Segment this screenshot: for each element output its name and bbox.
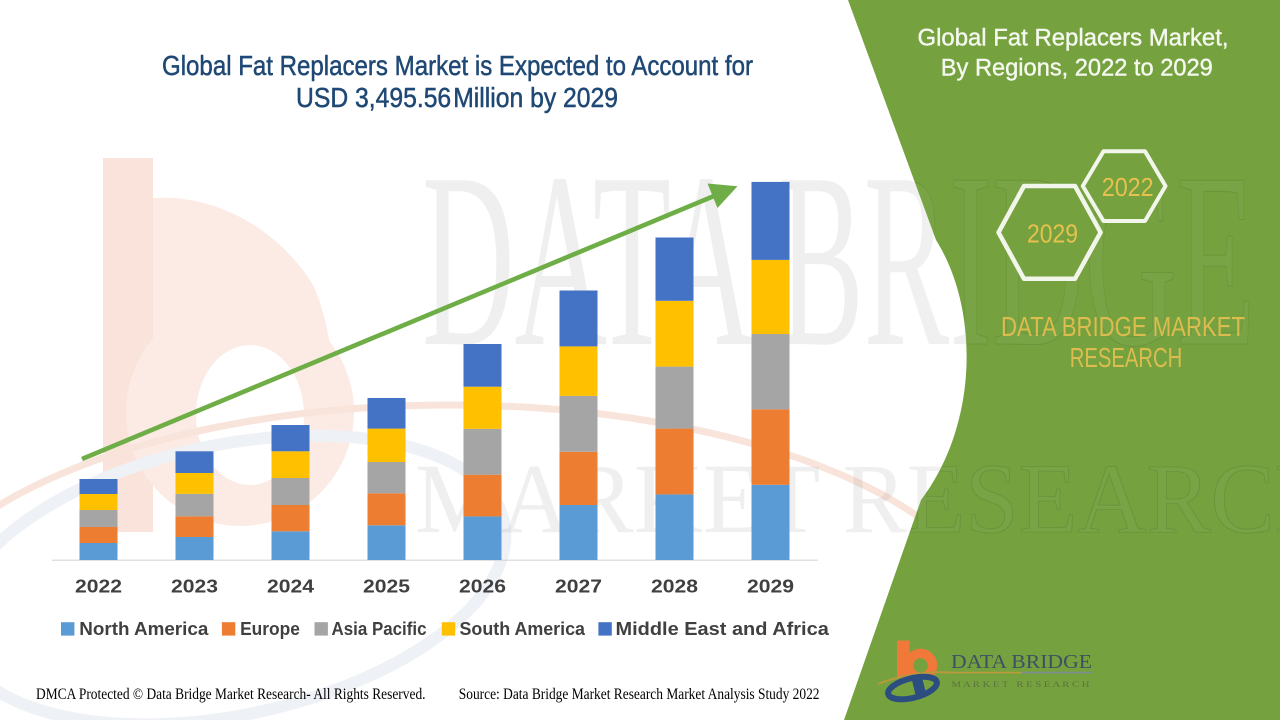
svg-text:By Regions, 2022 to 2029: By Regions, 2022 to 2029: [941, 55, 1213, 82]
svg-text:2027: 2027: [555, 576, 602, 597]
svg-text:DATA BRIDGE: DATA BRIDGE: [951, 651, 1092, 673]
svg-text:DATA BRIDGE: DATA BRIDGE: [422, 121, 1255, 398]
svg-text:M A R K E T R E S E A R C H: M A R K E T R E S E A R C H: [952, 679, 1090, 689]
svg-text:2023: 2023: [171, 576, 218, 597]
svg-text:2026: 2026: [459, 576, 506, 597]
svg-text:RESEARCH: RESEARCH: [1070, 342, 1183, 373]
svg-text:2028: 2028: [651, 576, 698, 597]
svg-text:Europe: Europe: [240, 618, 300, 639]
svg-text:2022: 2022: [75, 576, 122, 597]
svg-text:USD 3,495.56 Million by 2029: USD 3,495.56 Million by 2029: [296, 82, 618, 113]
svg-text:2029: 2029: [1027, 219, 1078, 249]
svg-text:Asia Pacific: Asia Pacific: [332, 618, 427, 639]
svg-text:DMCA Protected © Data Bridge M: DMCA Protected © Data Bridge Market Rese…: [36, 686, 426, 703]
svg-text:North America: North America: [79, 618, 209, 639]
svg-text:2029: 2029: [747, 576, 794, 597]
svg-text:Global Fat Replacers Market is: Global Fat Replacers Market is Expected …: [162, 50, 753, 81]
svg-text:2025: 2025: [363, 576, 410, 597]
svg-text:2022: 2022: [1102, 172, 1154, 202]
svg-text:Middle East and Africa: Middle East and Africa: [616, 618, 830, 639]
svg-text:2024: 2024: [267, 576, 315, 597]
svg-text:South America: South America: [460, 618, 586, 639]
svg-text:Source: Data Bridge Market Res: Source: Data Bridge Market Research Mark…: [459, 686, 820, 703]
svg-text:DATA BRIDGE MARKET: DATA BRIDGE MARKET: [1001, 311, 1245, 342]
svg-text:Global Fat Replacers Market,: Global Fat Replacers Market,: [918, 24, 1229, 51]
